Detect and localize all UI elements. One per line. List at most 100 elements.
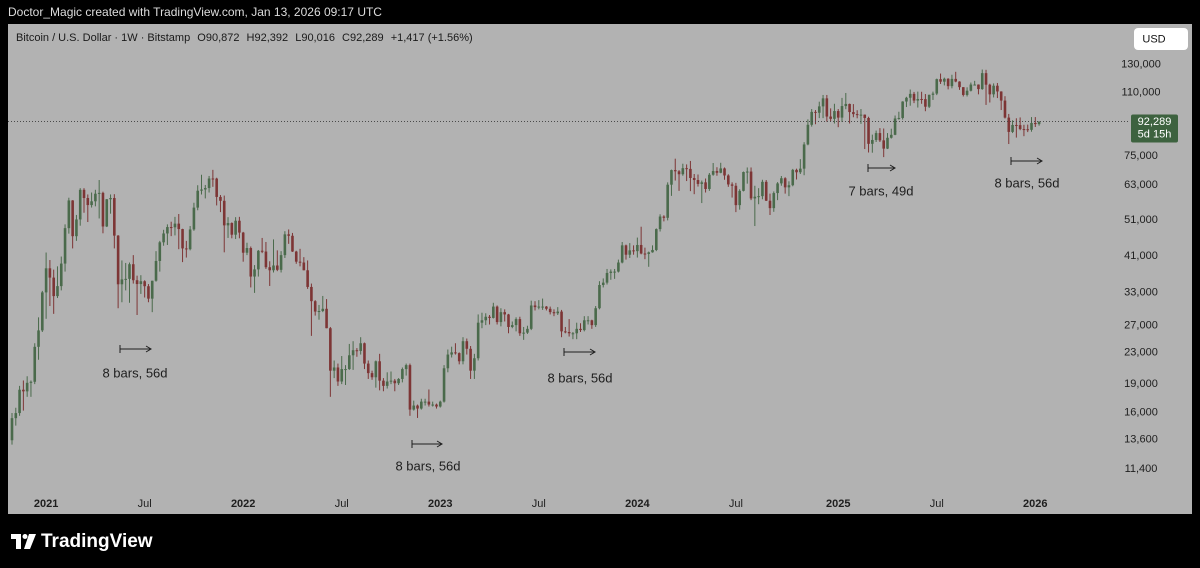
candle-body [431,404,434,406]
y-tick-label: 23,000 [1124,346,1158,358]
candle-body [518,319,522,334]
candle-body [169,227,173,229]
x-tick-label: 2026 [1023,498,1047,510]
candle-body [772,193,776,209]
candle-body [651,249,654,253]
candle-body [526,328,529,333]
candle-body [825,98,829,117]
candle-body [958,81,961,88]
candle-body [67,200,71,229]
candle-body [41,292,44,331]
candle-body [306,270,309,287]
candle-body [113,198,116,236]
candle-body [63,228,67,264]
candle-body [946,78,950,87]
candle-body [33,346,37,382]
candle-body [245,248,249,253]
candle-body [465,341,469,349]
candle-body [522,332,525,334]
candle-body [632,250,635,252]
candle-body [366,363,370,374]
candle-body [855,114,859,116]
currency-button[interactable]: USD [1134,28,1188,50]
brand-name: TradingView [41,531,153,552]
candle-body [457,353,461,362]
candle-body [480,320,484,323]
range-arrow [1010,157,1043,165]
candle-body [560,311,563,332]
candle-body [52,277,55,297]
candle-body [336,367,340,382]
candle-body [1003,100,1007,118]
candle-body [643,253,647,255]
candle-body [980,73,984,90]
candle-body [359,343,362,351]
candle-body [492,306,495,318]
x-tick-label: Jul [532,498,546,510]
candle-body [897,117,901,119]
candle-body [321,308,325,312]
candle-body [601,282,605,286]
candle-body [878,133,882,141]
candle-body [188,229,192,250]
candle-body [1026,129,1030,131]
currency-label[interactable]: USD [1142,33,1165,45]
candle-body [882,140,885,149]
candle-body [996,85,999,92]
range-arrow [411,440,443,448]
candle-body [916,98,920,101]
candle-body [852,112,855,115]
candle-body [658,216,662,230]
candle-body [799,168,802,173]
candle-body [211,178,215,180]
candle-body [147,286,150,299]
candle-body [94,193,97,202]
range-arrow [119,345,152,353]
y-tick-label: 19,000 [1124,378,1158,390]
candle-body [738,190,741,206]
candle-body [488,316,491,318]
candle-body [992,85,995,95]
candle-body [59,263,63,287]
candle-body [196,190,200,208]
candle-body [420,401,423,409]
candle-body [105,199,109,227]
candle-body [374,361,378,378]
candle-body [927,94,931,107]
candle-body [1022,129,1026,131]
candle-body [567,332,571,334]
annotation: 8 bars, 56d [102,365,167,380]
candle-body [613,271,616,273]
candle-body [378,361,381,381]
candle-body [82,189,86,199]
candle-body [332,367,336,371]
candle-body [249,248,253,277]
x-tick-label: 2021 [34,498,58,510]
candle-body [727,175,730,185]
candle-body [14,413,18,419]
candle-body [154,260,158,281]
y-tick-label: 75,000 [1124,150,1158,162]
candle-body [56,286,59,297]
candle-body [639,244,643,254]
candle-body [617,262,620,272]
candle-body [181,229,184,249]
candle-body [48,268,52,278]
candle-body [802,144,806,169]
currency-button-bg[interactable] [1134,28,1188,50]
y-tick-label: 41,000 [1124,250,1158,262]
ohlc-high: H92,392 [247,32,289,44]
candle-body [666,184,669,218]
candle-body [677,171,681,175]
candle-body [529,305,533,329]
ohlc-close: C92,289 [342,32,384,44]
candle-body [25,382,29,392]
y-tick-label: 63,000 [1124,179,1158,191]
candle-body [310,286,313,302]
range-arrow [867,164,896,172]
candle-body [662,216,666,218]
candle-body [404,365,408,370]
candle-body [874,133,878,140]
candle-body [219,196,222,201]
